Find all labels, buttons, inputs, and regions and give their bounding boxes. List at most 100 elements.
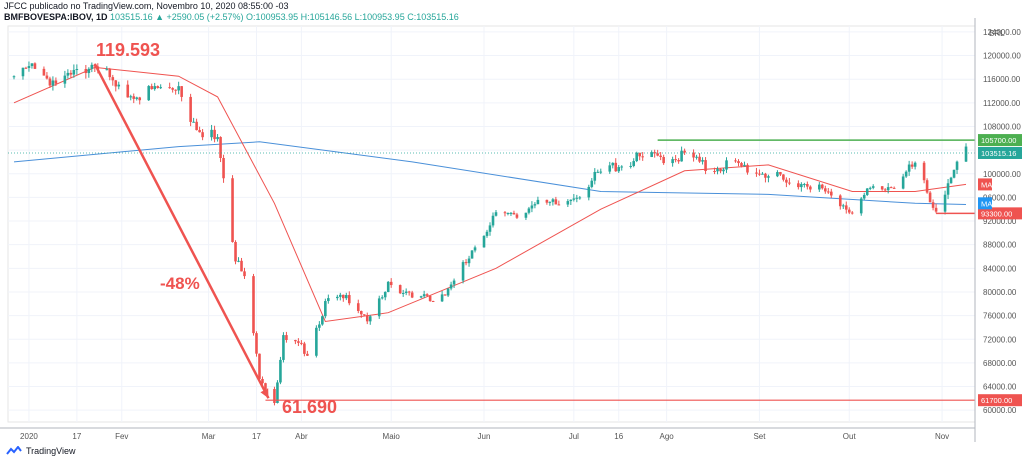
candle <box>359 310 363 318</box>
candle <box>503 211 507 217</box>
candle-body <box>632 161 636 166</box>
candle-body <box>719 169 722 172</box>
candle <box>66 69 70 79</box>
candle <box>117 81 121 90</box>
candle <box>913 161 917 170</box>
candle-body <box>252 276 255 334</box>
symbol-ohlc-row: BMFBOVESPA:IBOV, 1D 103515.16 ▲ +2590.05… <box>4 12 459 23</box>
candle-body <box>180 86 183 97</box>
candle-body <box>216 137 219 140</box>
candle <box>641 152 644 161</box>
candle-body <box>294 340 297 342</box>
time-tick-label: Jun <box>478 432 491 441</box>
candle-body <box>87 68 91 74</box>
candle <box>886 183 890 194</box>
candle <box>345 292 348 301</box>
candle-body <box>177 86 180 91</box>
candle <box>156 85 159 89</box>
candle-body <box>147 86 151 101</box>
candle <box>180 86 183 102</box>
candle <box>347 291 351 306</box>
candle <box>75 64 79 75</box>
footer-brand: TradingView <box>26 446 76 456</box>
candle-body <box>135 97 139 99</box>
candle-body <box>608 165 612 172</box>
candle-body <box>117 84 121 87</box>
price-tick-label: 60000.00 <box>983 406 1017 415</box>
candle-body <box>30 63 34 67</box>
candle-body <box>746 164 749 173</box>
price-tick-label: 92000.00 <box>983 217 1017 226</box>
candle-body <box>536 199 540 205</box>
candle <box>285 331 288 343</box>
candle <box>587 184 591 201</box>
price-axis[interactable]: 124000.00 120000.00 116000.00 112000.00 1080… <box>974 18 1021 442</box>
last-price-tag-bg <box>978 146 1022 159</box>
candle-body <box>883 189 887 191</box>
candle <box>126 80 130 98</box>
time-axis[interactable]: 2020 17 Fev Mar 17 Abr Maio Jun Jul 16 Ago Set Out No… <box>0 427 975 441</box>
candle-body <box>45 75 49 79</box>
candle <box>252 273 255 336</box>
candle <box>150 83 154 90</box>
candle-body <box>428 295 432 302</box>
candle-body <box>27 66 31 69</box>
candle-body <box>701 160 704 162</box>
candle-body <box>740 163 743 167</box>
candle <box>934 203 938 214</box>
candle <box>201 129 204 141</box>
candle-body <box>264 383 267 390</box>
candle-body <box>850 212 854 214</box>
candle-body <box>21 67 25 77</box>
candle-body <box>482 235 486 248</box>
candle <box>84 64 88 79</box>
candle-body <box>515 214 519 218</box>
candle-body <box>824 188 827 192</box>
candle-body <box>464 262 468 264</box>
candle <box>527 206 531 215</box>
time-tick-label: 17 <box>72 432 81 441</box>
candle-body <box>743 164 746 167</box>
candle-body <box>566 201 570 205</box>
drop-arrow-shaft <box>93 63 270 399</box>
candle <box>255 331 258 357</box>
candle-body <box>575 197 579 199</box>
candle-body <box>922 162 926 181</box>
candle-body <box>300 342 303 344</box>
candle <box>273 386 276 406</box>
candle <box>300 340 303 346</box>
candle <box>380 295 384 300</box>
candle-body <box>925 180 929 193</box>
candle-body <box>862 194 866 199</box>
candle <box>608 161 612 174</box>
candle <box>494 209 498 217</box>
candle-body <box>452 280 456 285</box>
candle <box>488 222 492 236</box>
candle-body <box>356 303 360 311</box>
candle <box>512 210 516 215</box>
candle <box>111 74 115 86</box>
candle <box>865 188 869 197</box>
candle-body <box>692 152 695 158</box>
candle-body <box>488 225 492 232</box>
symbol-label[interactable]: BMFBOVESPA:IBOV, 1D <box>4 12 108 22</box>
candle <box>572 194 576 202</box>
candle-body <box>725 160 728 170</box>
price-tick-label: 80000.00 <box>983 288 1017 297</box>
drop-arrow <box>93 63 270 399</box>
bottom-tag-bg <box>978 394 1022 407</box>
candle-body <box>303 343 306 354</box>
candle <box>219 136 222 163</box>
candle-body <box>297 341 300 343</box>
candle <box>482 235 486 248</box>
candle <box>566 199 570 208</box>
candle <box>776 170 779 178</box>
candle-body <box>174 89 177 91</box>
candle-body <box>443 294 447 296</box>
candle <box>210 124 213 141</box>
candle-body <box>132 96 136 99</box>
candle <box>174 89 177 95</box>
candle-body <box>494 212 498 216</box>
candle <box>674 155 677 163</box>
